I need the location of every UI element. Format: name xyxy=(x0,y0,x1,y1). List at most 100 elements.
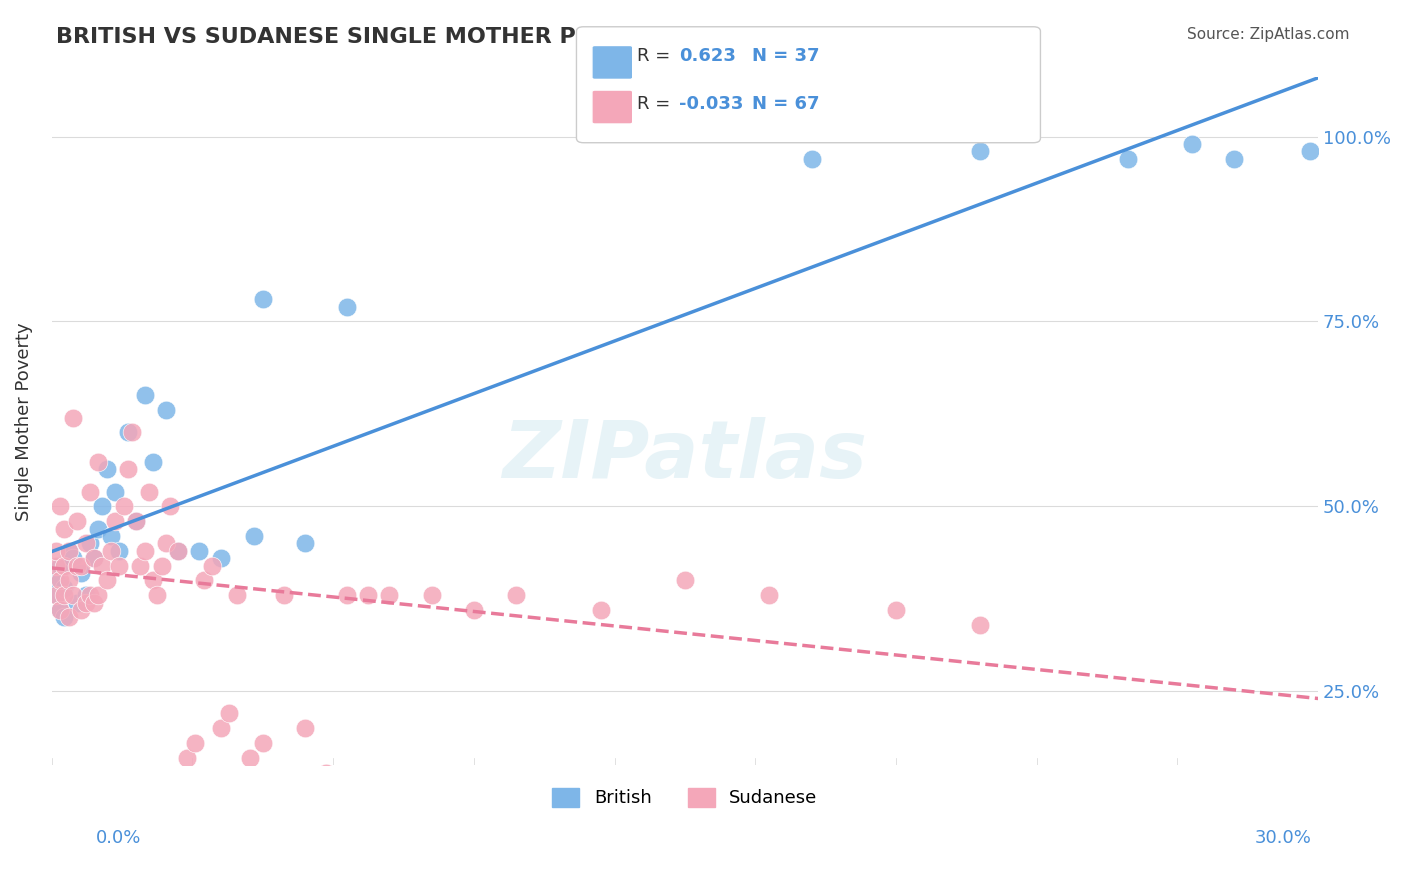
Text: R =: R = xyxy=(637,95,676,113)
Text: 30.0%: 30.0% xyxy=(1256,829,1312,847)
Point xyxy=(193,574,215,588)
Point xyxy=(294,536,316,550)
Point xyxy=(117,462,139,476)
Point xyxy=(243,529,266,543)
Point xyxy=(150,558,173,573)
Point xyxy=(188,543,211,558)
Point xyxy=(53,558,76,573)
Point xyxy=(66,514,89,528)
Point xyxy=(125,514,148,528)
Point xyxy=(209,551,232,566)
Point xyxy=(75,588,97,602)
Text: N = 37: N = 37 xyxy=(752,47,820,65)
Point xyxy=(53,588,76,602)
Point xyxy=(45,588,67,602)
Point xyxy=(1299,145,1322,159)
Point xyxy=(167,543,190,558)
Point xyxy=(969,617,991,632)
Point xyxy=(91,500,114,514)
Point xyxy=(969,145,991,159)
Point xyxy=(49,574,72,588)
Point xyxy=(218,706,240,721)
Point xyxy=(66,595,89,609)
Point xyxy=(75,536,97,550)
Point xyxy=(45,558,67,573)
Text: BRITISH VS SUDANESE SINGLE MOTHER POVERTY CORRELATION CHART: BRITISH VS SUDANESE SINGLE MOTHER POVERT… xyxy=(56,27,948,46)
Point xyxy=(673,574,696,588)
Point xyxy=(53,610,76,624)
Point xyxy=(239,751,262,765)
Point xyxy=(1116,152,1139,166)
Point xyxy=(758,588,780,602)
Point xyxy=(83,551,105,566)
Point xyxy=(104,514,127,528)
Point xyxy=(108,558,131,573)
Point xyxy=(79,536,101,550)
Point xyxy=(87,455,110,469)
Point xyxy=(420,588,443,602)
Point xyxy=(121,425,143,440)
Point xyxy=(70,603,93,617)
Y-axis label: Single Mother Poverty: Single Mother Poverty xyxy=(15,322,32,521)
Text: -0.033: -0.033 xyxy=(679,95,744,113)
Point xyxy=(167,543,190,558)
Point xyxy=(129,558,152,573)
Legend: British, Sudanese: British, Sudanese xyxy=(546,780,825,814)
Point xyxy=(104,484,127,499)
Point xyxy=(378,588,401,602)
Point xyxy=(53,522,76,536)
Point xyxy=(505,588,527,602)
Point xyxy=(49,603,72,617)
Point xyxy=(49,500,72,514)
Point xyxy=(146,588,169,602)
Point xyxy=(155,403,177,417)
Point xyxy=(159,500,181,514)
Point xyxy=(117,425,139,440)
Point xyxy=(53,581,76,595)
Point xyxy=(75,595,97,609)
Point xyxy=(62,588,84,602)
Text: Source: ZipAtlas.com: Source: ZipAtlas.com xyxy=(1187,27,1350,42)
Point xyxy=(1222,152,1244,166)
Point xyxy=(49,603,72,617)
Point xyxy=(58,543,80,558)
Point xyxy=(294,721,316,735)
Point xyxy=(800,152,823,166)
Point xyxy=(589,603,612,617)
Point xyxy=(58,574,80,588)
Point xyxy=(273,588,295,602)
Point xyxy=(62,551,84,566)
Point xyxy=(87,588,110,602)
Point xyxy=(66,558,89,573)
Point xyxy=(79,588,101,602)
Point xyxy=(100,543,122,558)
Point xyxy=(79,484,101,499)
Point xyxy=(142,574,165,588)
Point xyxy=(209,721,232,735)
Point xyxy=(70,558,93,573)
Point xyxy=(58,610,80,624)
Point xyxy=(315,765,337,780)
Point xyxy=(87,522,110,536)
Point xyxy=(1180,136,1202,151)
Point xyxy=(45,588,67,602)
Point xyxy=(134,388,156,402)
Point xyxy=(112,500,135,514)
Point xyxy=(100,529,122,543)
Point xyxy=(83,551,105,566)
Point xyxy=(49,558,72,573)
Point xyxy=(91,558,114,573)
Point xyxy=(125,514,148,528)
Point xyxy=(108,543,131,558)
Point xyxy=(155,536,177,550)
Text: 0.0%: 0.0% xyxy=(96,829,141,847)
Point xyxy=(96,462,118,476)
Point xyxy=(201,558,224,573)
Point xyxy=(62,410,84,425)
Point xyxy=(138,484,160,499)
Point xyxy=(142,455,165,469)
Point xyxy=(83,595,105,609)
Point xyxy=(884,603,907,617)
Point xyxy=(45,543,67,558)
Point xyxy=(184,736,207,750)
